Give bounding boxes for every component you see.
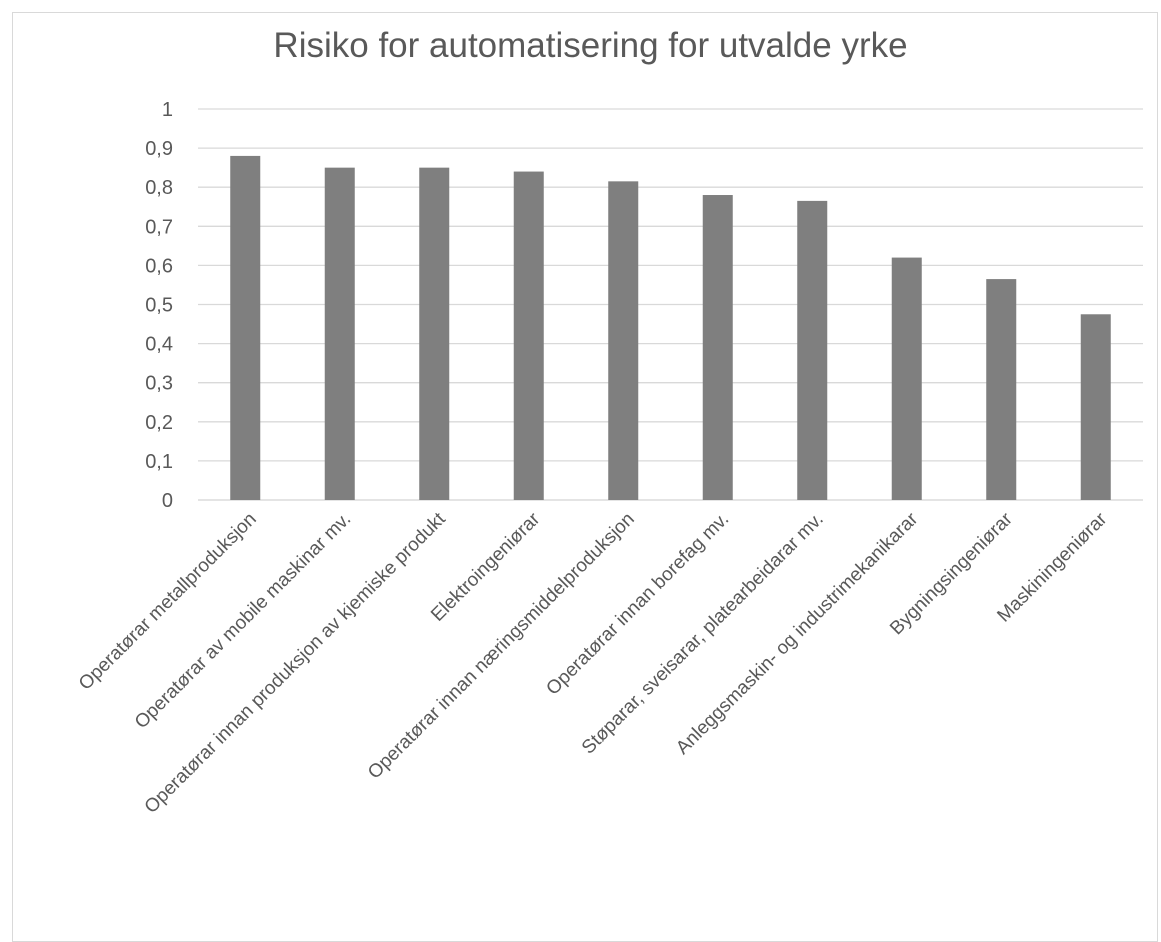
y-tick-label: 0,7 — [145, 216, 173, 238]
bar — [797, 200, 828, 500]
y-tick-label: 0,5 — [145, 295, 173, 317]
y-tick-label: 0,8 — [145, 177, 173, 199]
y-tick-label: 0,9 — [145, 138, 173, 160]
y-axis-ticks: 0 0,1 0,2 0,3 0,4 0,5 0,6 0,7 0,8 0,9 1 — [145, 99, 173, 512]
y-tick-label: 0,1 — [145, 451, 173, 473]
bar — [419, 167, 450, 500]
bar — [986, 279, 1017, 500]
gridlines — [198, 108, 1143, 501]
bar — [324, 167, 355, 500]
bar — [513, 171, 544, 500]
chart-title: Risiko for automatisering for utvalde yr… — [273, 26, 908, 65]
y-tick-label: 0,2 — [145, 412, 173, 434]
y-tick-label: 0,4 — [145, 334, 173, 356]
y-tick-label: 0,3 — [145, 373, 173, 395]
bar — [1080, 314, 1111, 500]
x-category-label: Operatørar innan borefag mv. — [542, 509, 733, 700]
bar-chart: 0 0,1 0,2 0,3 0,4 0,5 0,6 0,7 0,8 0,9 1 Operatørar… — [75, 99, 1143, 818]
chart-frame — [12, 12, 1158, 942]
bar — [230, 155, 261, 501]
y-tick-label: 0 — [162, 490, 173, 512]
bar — [702, 195, 733, 500]
y-tick-label: 1 — [162, 99, 173, 121]
x-category-label: Operatørar metallproduksjon — [75, 509, 261, 695]
bar — [608, 181, 639, 500]
bar — [891, 257, 922, 500]
bars — [230, 155, 1111, 501]
y-tick-label: 0,6 — [145, 255, 173, 277]
